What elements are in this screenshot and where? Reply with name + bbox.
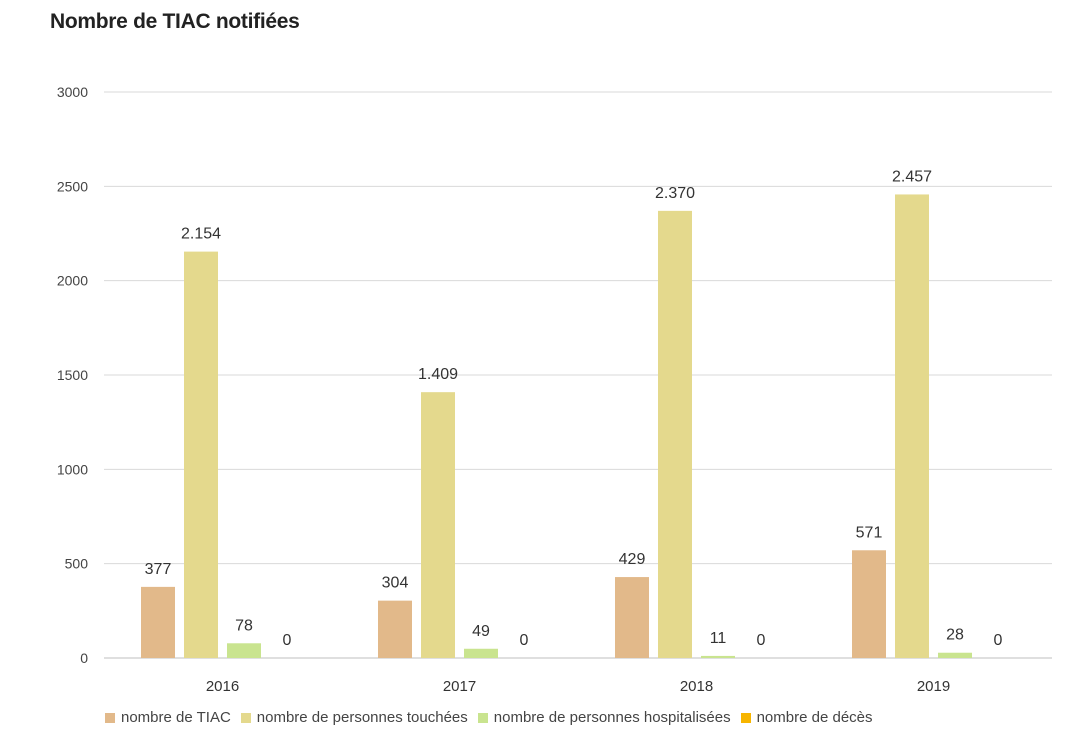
y-tick-label: 500 <box>65 556 89 572</box>
bar <box>464 648 498 658</box>
y-tick-label: 1000 <box>57 461 88 477</box>
legend-label: nombre de personnes touchées <box>256 709 468 726</box>
data-label: 0 <box>994 632 1003 649</box>
gridlines <box>104 91 1052 659</box>
data-label: 2.370 <box>655 185 695 202</box>
data-label: 2.154 <box>181 226 221 243</box>
data-label: 0 <box>283 632 292 649</box>
bars <box>141 194 972 659</box>
y-axis-ticks: 0 500 1000 1500 2000 2500 3000 <box>57 84 88 666</box>
data-label: 571 <box>856 524 883 541</box>
y-tick-label: 2000 <box>57 273 88 289</box>
bar <box>852 550 886 658</box>
legend: nombre de TIAC nombre de personnes touché… <box>105 709 873 726</box>
data-label: 377 <box>145 561 172 578</box>
legend-item: nombre de personnes touchées <box>240 709 468 726</box>
chart-title: Nombre de TIAC notifiées <box>50 10 300 33</box>
data-label: 49 <box>472 623 490 640</box>
y-tick-label: 3000 <box>57 84 88 100</box>
y-tick-label: 2500 <box>57 178 88 194</box>
bar <box>227 643 261 658</box>
x-tick-label: 2017 <box>443 678 476 695</box>
bar <box>184 251 218 658</box>
bar <box>141 586 175 658</box>
bar-chart: 0 500 1000 1500 2000 2500 3000 377 2.154 78 0 304 1… <box>57 84 1052 695</box>
data-label: 1.409 <box>418 366 458 383</box>
bar <box>658 210 692 659</box>
x-tick-label: 2016 <box>206 678 239 695</box>
legend-swatch <box>240 712 251 723</box>
data-label: 429 <box>619 551 646 568</box>
data-label: 78 <box>235 617 253 634</box>
data-label: 2.457 <box>892 168 932 185</box>
bar <box>895 194 929 659</box>
data-label: 0 <box>757 632 766 649</box>
bar <box>421 392 455 658</box>
legend-item: nombre de personnes hospitalisées <box>477 709 731 726</box>
data-label: 28 <box>946 627 964 644</box>
x-tick-label: 2018 <box>680 678 713 695</box>
data-labels: 377 2.154 78 0 304 1.409 49 0 429 2.370 11 0 571 2.45… <box>145 168 1003 649</box>
y-tick-label: 1500 <box>57 367 88 383</box>
bar <box>378 600 412 658</box>
legend-label: nombre de personnes hospitalisées <box>493 709 731 726</box>
data-label: 0 <box>520 632 529 649</box>
legend-swatch <box>477 712 488 723</box>
legend-label: nombre de décès <box>756 709 873 726</box>
bar <box>938 652 972 658</box>
y-tick-label: 0 <box>80 650 88 666</box>
x-tick-label: 2019 <box>917 678 950 695</box>
legend-label: nombre de TIAC <box>121 709 231 726</box>
legend-item: nombre de décès <box>740 709 873 726</box>
legend-swatch <box>105 712 115 723</box>
data-label: 304 <box>382 575 409 592</box>
legend-swatch <box>740 712 751 723</box>
bar <box>615 577 649 658</box>
data-label: 11 <box>710 630 727 647</box>
bar <box>701 655 735 658</box>
legend-item: nombre de TIAC <box>105 709 231 726</box>
x-axis-ticks: 2016 2017 2018 2019 <box>206 678 950 695</box>
